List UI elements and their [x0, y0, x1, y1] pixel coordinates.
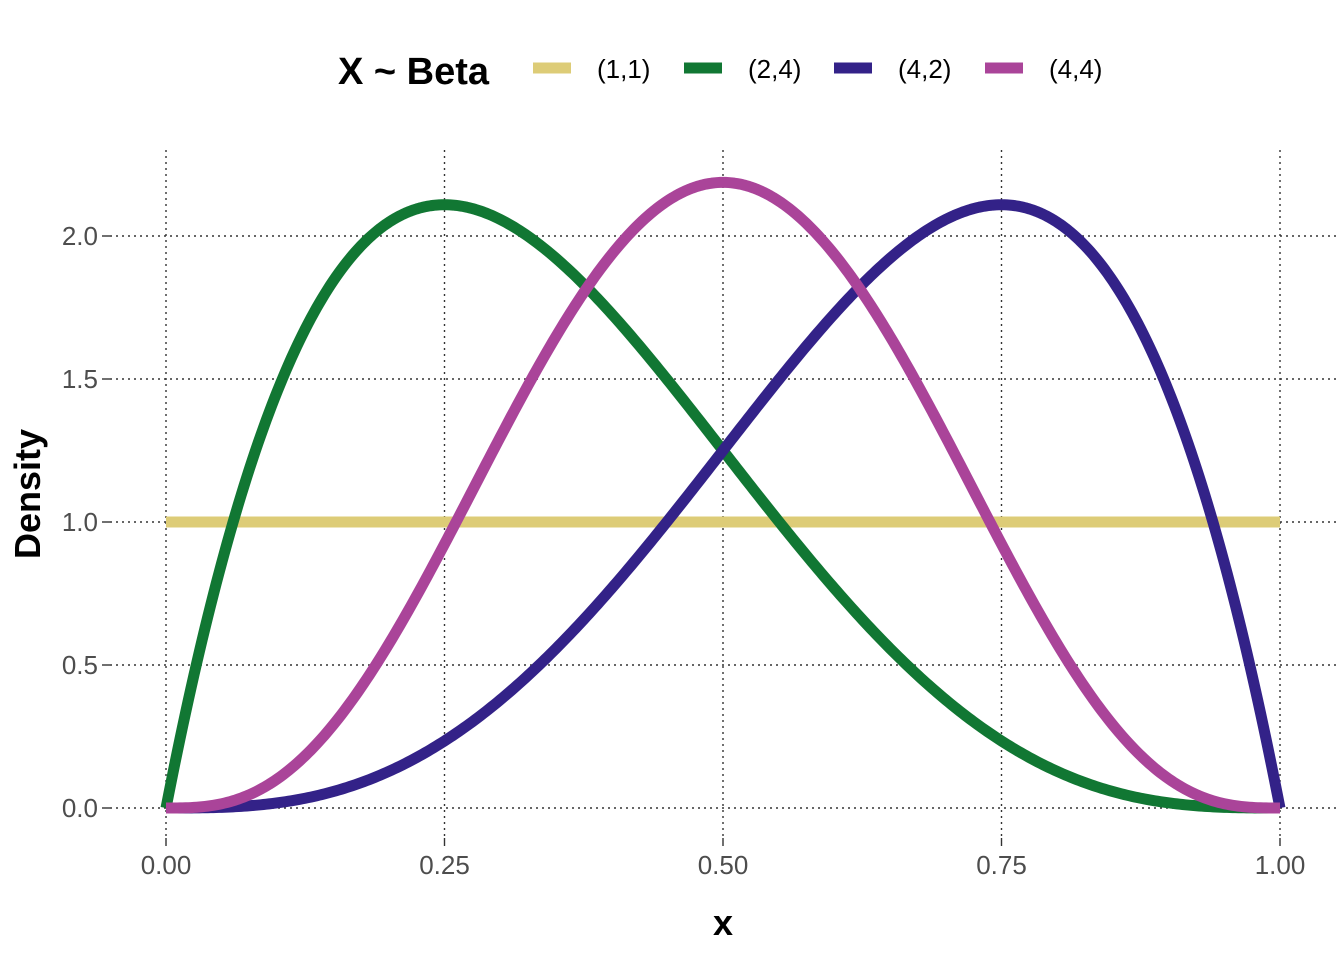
legend-label: (4,4): [1049, 54, 1102, 84]
x-axis: 0.00 0.25 0.50 0.75 1.00: [141, 838, 1306, 880]
x-tick-label: 0.50: [698, 850, 749, 880]
x-tick-label: 1.00: [1255, 850, 1306, 880]
plot-grid: [110, 150, 1336, 838]
legend-item: (4,4): [985, 54, 1102, 84]
legend-item: (4,2): [834, 54, 951, 84]
y-axis: 0.0 0.5 1.0 1.5 2.0: [62, 221, 110, 823]
legend-item: (1,1): [533, 54, 650, 84]
series-line-4-2: [163, 199, 1286, 814]
y-tick-label: 1.5: [62, 364, 98, 394]
series-line-4-4: [163, 176, 1283, 814]
legend-label: (2,4): [748, 54, 801, 84]
y-tick-label: 1.0: [62, 507, 98, 537]
x-tick-label: 0.75: [976, 850, 1027, 880]
legend-items: (1,1) (2,4) (4,2) (4,4): [533, 54, 1102, 84]
x-tick-label: 0.00: [141, 850, 192, 880]
legend-label: (1,1): [597, 54, 650, 84]
legend-title: X ~ Beta: [338, 51, 490, 93]
y-tick-label: 0.5: [62, 650, 98, 680]
series-lines: [160, 176, 1286, 814]
legend: X ~ Beta (1,1) (2,4) (4,2) (4,4): [338, 51, 1102, 93]
x-axis-title: x: [713, 902, 733, 943]
legend-label: (4,2): [898, 54, 951, 84]
x-tick-label: 0.25: [419, 850, 470, 880]
y-tick-label: 2.0: [62, 221, 98, 251]
legend-item: (2,4): [684, 54, 801, 84]
y-axis-title: Density: [7, 429, 48, 559]
y-tick-label: 0.0: [62, 793, 98, 823]
